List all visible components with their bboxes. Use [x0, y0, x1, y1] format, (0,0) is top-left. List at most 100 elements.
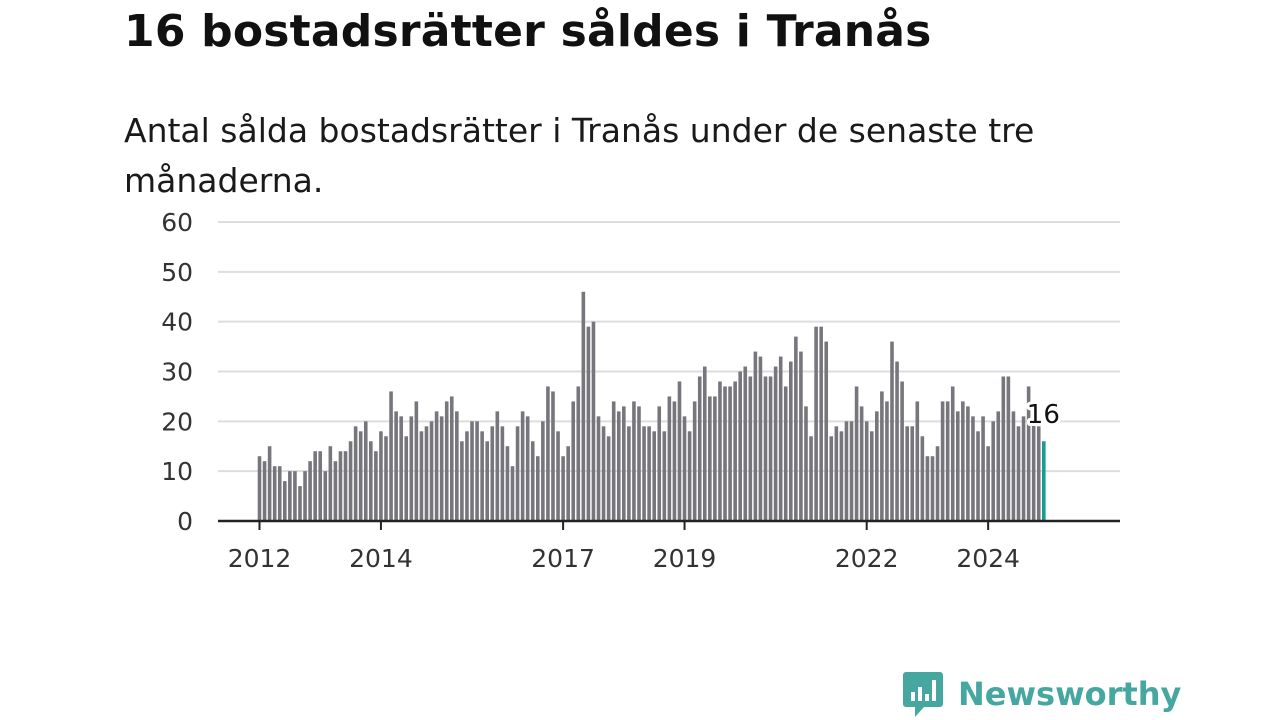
bar: [601, 426, 606, 521]
bar: [1016, 426, 1021, 521]
bar: [662, 431, 667, 521]
bar: [353, 426, 358, 521]
bar: [505, 446, 510, 521]
bar: [900, 381, 904, 521]
axes: [218, 519, 1120, 530]
bar: [283, 481, 287, 521]
bar: [875, 411, 879, 521]
bar: [657, 406, 662, 521]
bar: [869, 431, 874, 521]
bar: [348, 441, 353, 521]
bar: [490, 426, 495, 521]
bar: [591, 321, 596, 521]
bar: [652, 431, 656, 521]
bar: [409, 416, 414, 521]
bar: [743, 366, 748, 521]
bar: [945, 401, 950, 521]
bar: [789, 361, 793, 521]
bar: [313, 451, 317, 521]
bar: [374, 451, 378, 521]
bar: [834, 426, 839, 521]
bar: [622, 406, 626, 521]
bar: [733, 381, 737, 521]
bar: [379, 431, 383, 521]
bar: [515, 426, 520, 521]
bar: [753, 351, 758, 521]
bar: [566, 446, 570, 521]
bar: [809, 436, 813, 521]
bar: [434, 411, 439, 521]
bar: [323, 471, 328, 521]
bar: [525, 416, 530, 521]
bar: [910, 426, 915, 521]
bar: [647, 426, 651, 521]
bar: [880, 391, 884, 521]
bar: [819, 326, 823, 521]
bar: [885, 401, 889, 521]
bar: [682, 416, 687, 521]
bar: [389, 391, 393, 521]
bar: [318, 451, 323, 521]
data-label: 16: [1027, 400, 1060, 430]
bar: [530, 441, 535, 521]
bar: [935, 446, 940, 521]
bar: [257, 456, 262, 521]
y-tick-label: 10: [161, 457, 193, 486]
bar: [449, 396, 454, 521]
bar: [262, 461, 267, 521]
x-tick-label: 2024: [956, 544, 1020, 573]
y-tick-label: 0: [177, 507, 193, 536]
y-tick-label: 20: [161, 407, 193, 436]
bar: [849, 421, 854, 521]
bar: [920, 436, 925, 521]
bar: [288, 471, 292, 521]
x-tick-label: 2014: [349, 544, 413, 573]
bar: [1001, 376, 1006, 521]
bar: [642, 426, 646, 521]
bar: [293, 471, 297, 521]
x-tick-label: 2012: [228, 544, 292, 573]
bar: [272, 466, 277, 521]
bar: [976, 431, 980, 521]
bar: [844, 421, 849, 521]
bar: [369, 441, 373, 521]
bar: [854, 386, 859, 521]
bar: [773, 366, 778, 521]
bar: [718, 381, 722, 521]
bar: [702, 366, 707, 521]
bar: [475, 421, 479, 521]
chart-title: 16 bostadsrätter såldes i Tranås: [124, 6, 932, 57]
bar: [520, 411, 525, 521]
bar: [930, 456, 935, 521]
x-tick-label: 2022: [835, 544, 899, 573]
bar: [864, 421, 869, 521]
bar: [510, 466, 515, 521]
bar: [358, 431, 363, 521]
bar: [859, 406, 864, 521]
labels: 0 10 20 30 40 50 60 2012 2014 2017 2019 2022 2024 16: [161, 208, 1063, 573]
bar: [495, 411, 500, 521]
bar: [692, 401, 697, 521]
bar: [839, 431, 844, 521]
bar: [1031, 416, 1036, 521]
bar: [399, 416, 403, 521]
bar: [480, 431, 484, 521]
bar: [343, 451, 348, 521]
bar: [308, 461, 312, 521]
bar: [794, 336, 798, 521]
bar: [783, 386, 788, 521]
bar: [895, 361, 899, 521]
bar: [763, 376, 768, 521]
bar: [986, 446, 990, 521]
bar: [1011, 411, 1016, 521]
bar: [444, 401, 449, 521]
chart-subtitle: Antal sålda bostadsrätter i Tranås under…: [124, 111, 1035, 200]
bar: [708, 396, 712, 521]
bar: [1006, 376, 1011, 521]
bar: [632, 401, 636, 521]
bar: [966, 406, 970, 521]
bar: [536, 456, 540, 521]
bar: [455, 411, 459, 521]
bar: [561, 456, 565, 521]
bar: [470, 421, 474, 521]
